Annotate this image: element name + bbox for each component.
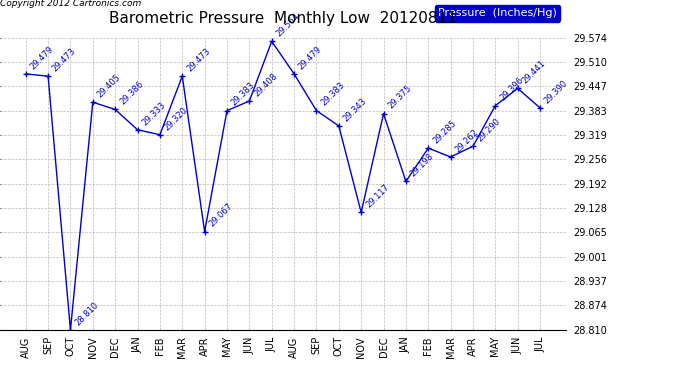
Text: 29.262: 29.262 [453,127,480,154]
Text: 29.479: 29.479 [28,44,55,71]
Text: 29.396: 29.396 [498,76,525,103]
Text: 29.441: 29.441 [520,59,547,86]
Text: 29.386: 29.386 [118,80,145,107]
Text: 29.343: 29.343 [342,96,368,123]
Text: 29.473: 29.473 [185,46,212,74]
Text: 29.067: 29.067 [208,202,235,229]
Text: 29.383: 29.383 [319,81,346,108]
Legend: Pressure  (Inches/Hg): Pressure (Inches/Hg) [435,5,560,22]
Text: 29.473: 29.473 [51,46,78,74]
Text: 29.405: 29.405 [96,73,122,99]
Text: 29.375: 29.375 [386,84,413,111]
Text: Barometric Pressure  Monthly Low  20120811: Barometric Pressure Monthly Low 20120811 [109,11,457,26]
Text: 29.479: 29.479 [297,44,324,71]
Text: 29.320: 29.320 [163,105,190,132]
Text: 29.285: 29.285 [431,118,458,146]
Text: 29.383: 29.383 [230,81,257,108]
Text: 29.333: 29.333 [140,100,168,127]
Text: 29.117: 29.117 [364,183,391,210]
Text: 29.390: 29.390 [543,78,570,105]
Text: 28.810: 28.810 [73,300,100,327]
Text: Copyright 2012 Cartronics.com: Copyright 2012 Cartronics.com [0,0,141,9]
Text: 29.198: 29.198 [408,152,435,178]
Text: 29.564: 29.564 [275,12,302,39]
Text: 29.290: 29.290 [476,117,502,144]
Text: 29.408: 29.408 [252,71,279,98]
